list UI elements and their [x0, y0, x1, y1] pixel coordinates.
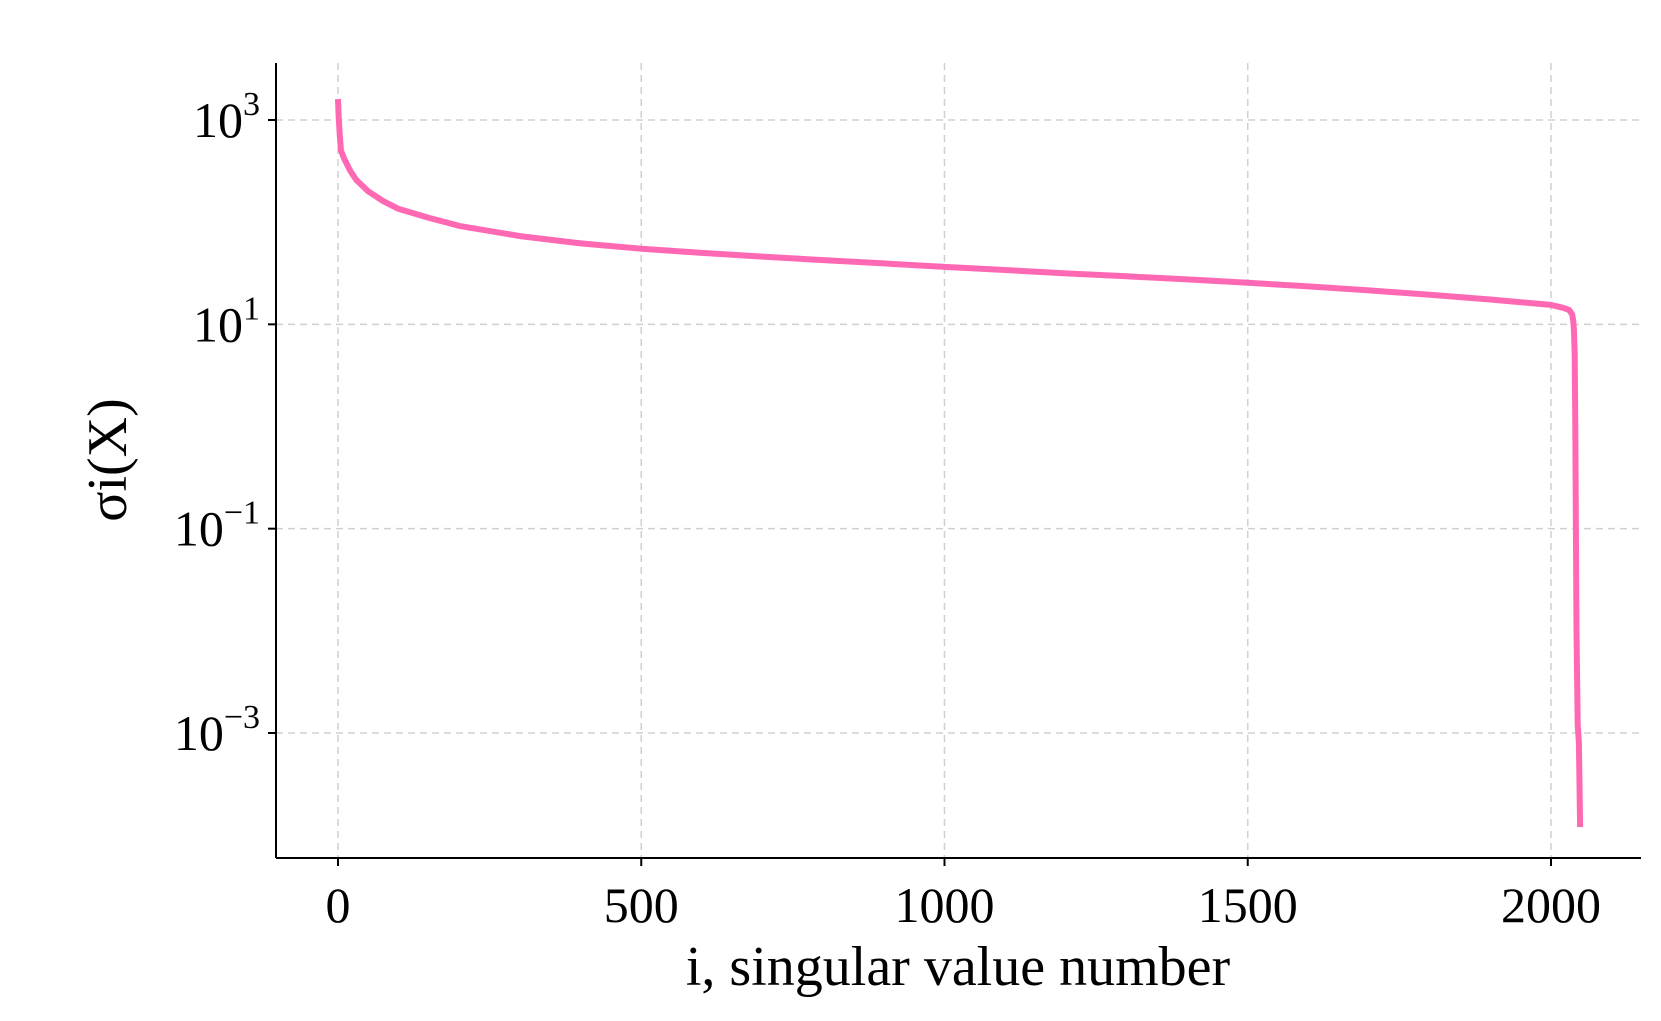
x-tick-label: 500: [604, 877, 679, 933]
y-tick-exponent: 3: [243, 86, 260, 123]
y-tick-base: 10: [193, 92, 243, 148]
series: [335, 98, 1584, 828]
y-tick-label: 10−1: [174, 495, 260, 557]
y-tick-label: 10−3: [174, 699, 260, 761]
x-tick-label: 1500: [1198, 877, 1298, 933]
series-line: [335, 98, 1584, 828]
y-tick-base: 10: [193, 296, 243, 352]
y-tick-base: 10: [174, 705, 224, 761]
y-tick-label: 101: [193, 290, 260, 352]
y-tick-label: 103: [193, 86, 260, 148]
grid: [276, 63, 1641, 858]
y-axis-label: σi(X): [77, 398, 139, 521]
y-tick-base: 10: [174, 501, 224, 557]
x-ticks: 0 500 1000 1500 2000: [326, 858, 1601, 933]
x-tick-label: 1000: [895, 877, 995, 933]
y-tick-exponent: −3: [224, 699, 260, 736]
y-tick-exponent: −1: [224, 495, 260, 532]
x-tick-label: 0: [326, 877, 351, 933]
x-tick-label: 2000: [1501, 877, 1601, 933]
axes: [275, 63, 1641, 859]
y-tick-exponent: 1: [243, 290, 260, 327]
x-axis-label: i, singular value number: [686, 936, 1231, 998]
